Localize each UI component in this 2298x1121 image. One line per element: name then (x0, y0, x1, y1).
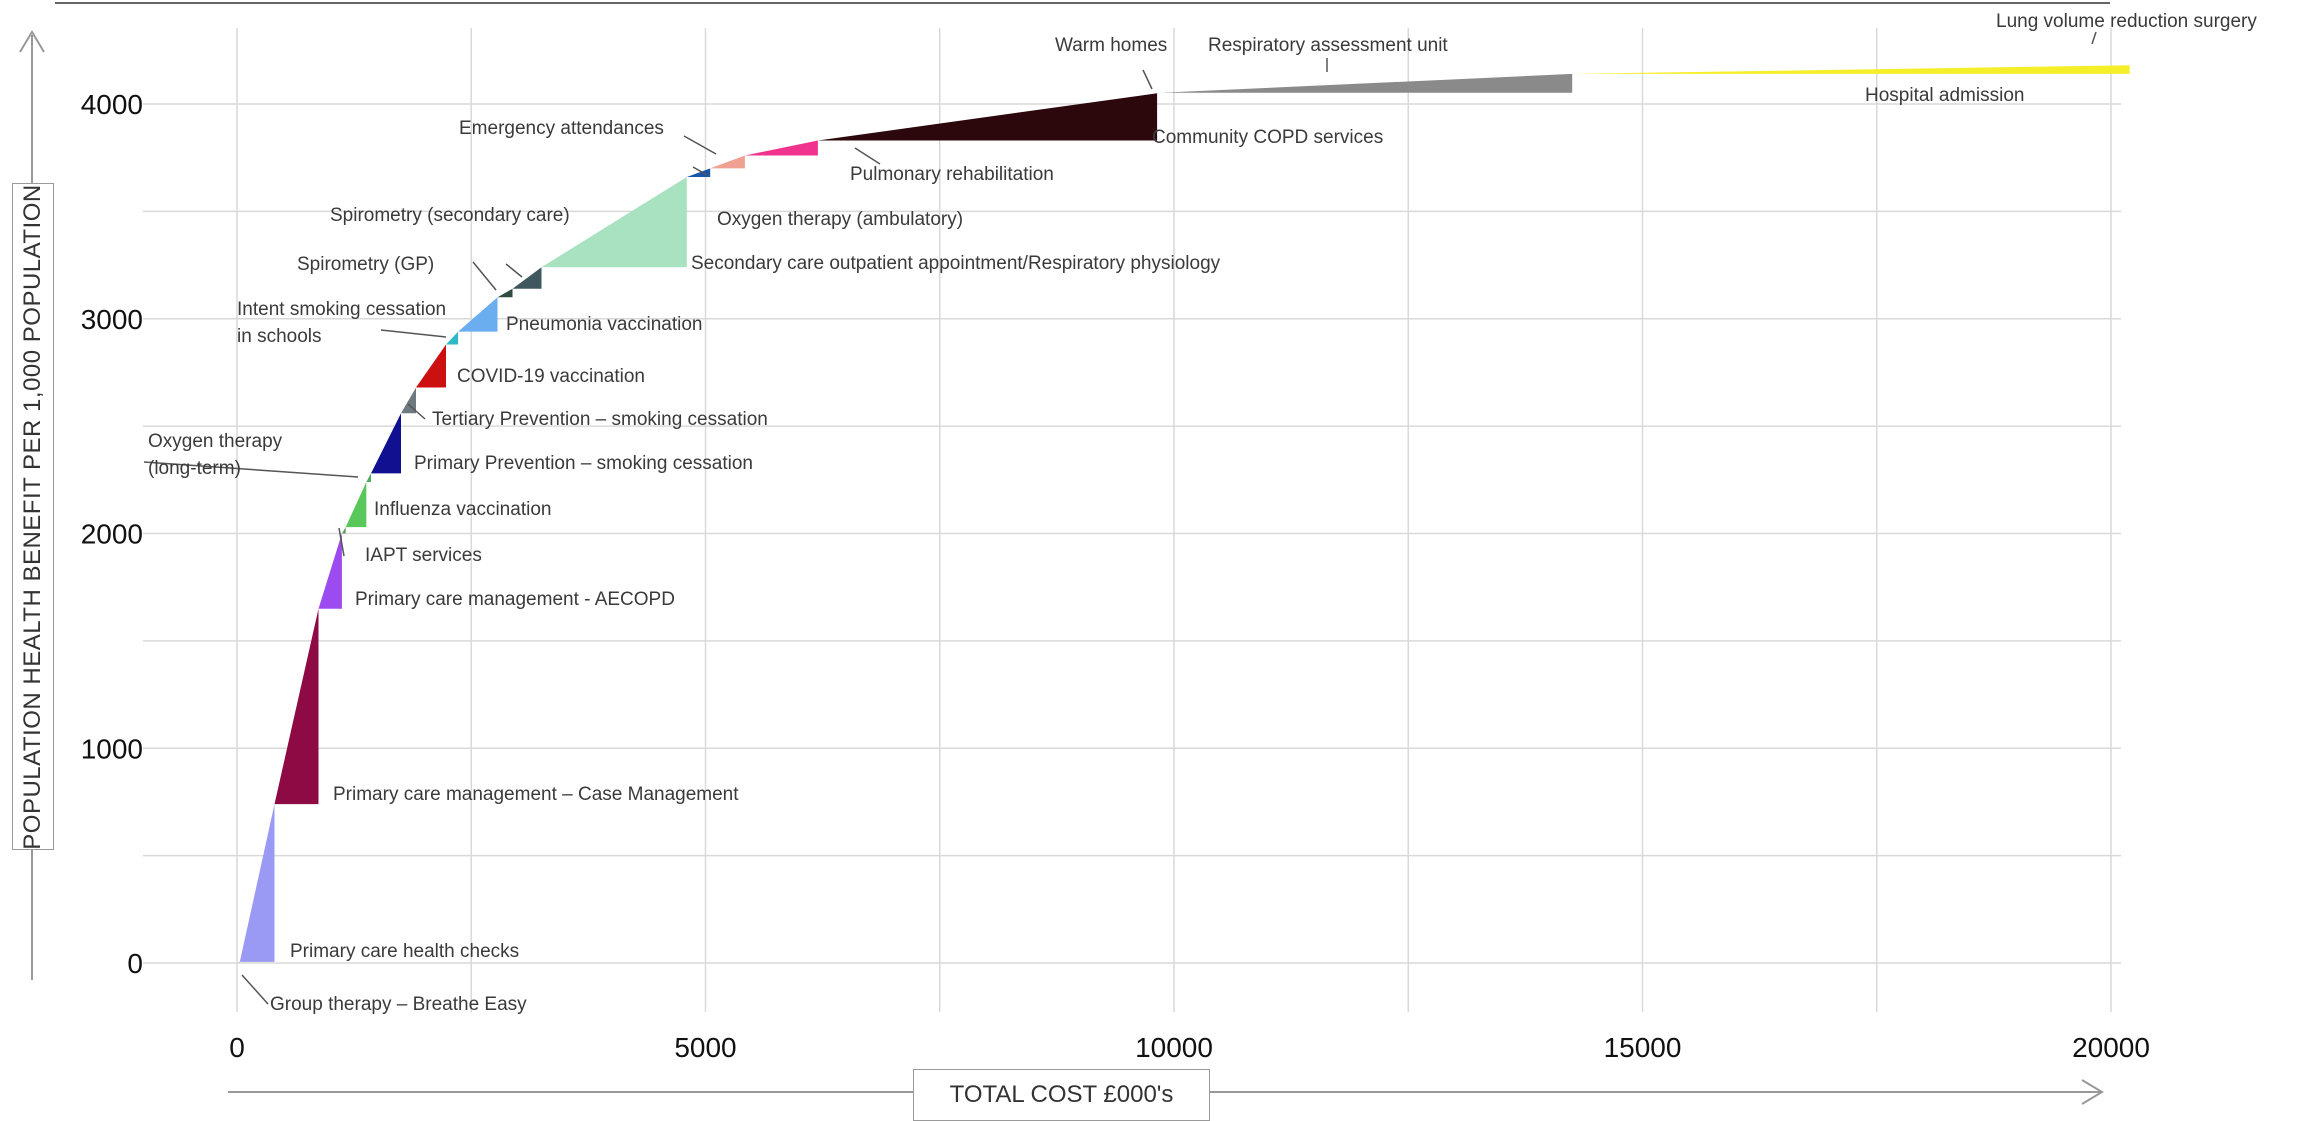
leader-line (380, 329, 447, 338)
area-segment-primary-prevention-smoking-cessation: Primary Prevention – smoking cessation (371, 413, 401, 474)
y-tick-label: 1000 (81, 733, 143, 764)
area-segment-oxygen-therapy-long-term: Oxygen therapy (long-term) (366, 473, 371, 482)
tick-labels: 0 5000 10000 15000 20000 0 1000 2000 3000 4000 (81, 89, 2150, 1063)
area-segment-spirometry-gp: Spirometry (GP) (497, 288, 513, 298)
area-segment-primary-care-management-aecopd: Primary care management - AECOPD (318, 533, 342, 609)
area-segment-spirometry-secondary-care: Spirometry (secondary care) (512, 267, 542, 289)
label-oxygen-longterm-2: (long-term) (148, 458, 241, 479)
grid (143, 28, 2121, 1012)
label-oxygen-ambulatory: Oxygen therapy (ambulatory) (717, 209, 963, 230)
label-iapt: IAPT services (365, 545, 482, 566)
label-pneumonia: Pneumonia vaccination (506, 314, 702, 335)
label-case-management: Primary care management – Case Managemen… (333, 784, 739, 805)
label-pulmonary-rehab: Pulmonary rehabilitation (850, 164, 1054, 185)
label-community: Community COPD services (1152, 127, 1383, 148)
label-hospital: Hospital admission (1865, 85, 2024, 106)
label-rau: Respiratory assessment unit (1208, 35, 1448, 56)
y-axis-label-box: POPULATION HEALTH BENEFIT PER 1,000 POPU… (12, 183, 54, 850)
area-segment-secondary-care-outpatient-appointment-respiratory-physiology: Secondary care outpatient appointment/Re… (541, 177, 687, 268)
label-lvrs: Lung volume reduction surgery (1996, 11, 2257, 32)
leader-line (505, 263, 523, 278)
label-emergency: Emergency attendances (459, 118, 664, 139)
x-tick-label: 10000 (1135, 1032, 1213, 1063)
area-segment-primary-care-management-case-management: Primary care management – Case Managemen… (274, 608, 319, 805)
area-segment-group-therapy-breathe-easy: Group therapy – Breathe Easy (237, 961, 240, 963)
label-oxygen-longterm-1: Oxygen therapy (148, 431, 283, 452)
label-influenza: Influenza vaccination (374, 499, 551, 520)
leader-line (338, 527, 345, 557)
label-group-therapy: Group therapy – Breathe Easy (270, 994, 527, 1015)
leader-line (472, 261, 497, 291)
area-segment-pneumonia-vaccination: Pneumonia vaccination (458, 297, 498, 332)
label-intent-2: in schools (237, 326, 322, 347)
area-segment-iapt-services: IAPT services (341, 527, 346, 534)
leader-line (241, 974, 269, 1005)
x-axis-label-box: TOTAL COST £000's (913, 1069, 1210, 1121)
area-segment-pulmonary-rehabilitation: Pulmonary rehabilitation (744, 140, 818, 156)
area-segment-primary-care-health-checks: Primary care health checks (239, 804, 275, 962)
x-axis-label: TOTAL COST £000's (949, 1081, 1174, 1108)
area-segment-intent-smoking-cessation-in-schools: Intent smoking cessation in schools (446, 331, 459, 345)
leader-line (683, 135, 717, 155)
leader-line (854, 147, 881, 165)
y-tick-label: 3000 (81, 304, 143, 335)
leader-line (407, 403, 426, 420)
label-tertiary-prevention: Tertiary Prevention – smoking cessation (432, 409, 768, 430)
leader-line (2091, 31, 2097, 45)
x-axis-arrowhead (2081, 1079, 2104, 1105)
leader-lines (143, 31, 2097, 1005)
area-segment-influenza-vaccination: Influenza vaccination (345, 482, 367, 528)
y-tick-label: 4000 (81, 89, 143, 120)
area-segment-covid-19-vaccination: COVID-19 vaccination (416, 344, 446, 388)
label-covid: COVID-19 vaccination (457, 366, 645, 387)
y-axis-arrowhead (19, 30, 45, 53)
label-primary-prevention: Primary Prevention – smoking cessation (414, 453, 753, 474)
leader-line (143, 461, 359, 478)
label-intent-1: Intent smoking cessation (237, 299, 446, 320)
leader-line (692, 166, 708, 176)
label-secondary-care: Secondary care outpatient appointment/Re… (691, 253, 1221, 274)
label-spirometry-sc: Spirometry (secondary care) (330, 205, 570, 226)
label-health-checks: Primary care health checks (290, 941, 519, 962)
area-segment-oxygen-therapy-ambulatory: Oxygen therapy (ambulatory) (686, 168, 711, 177)
x-tick-label: 20000 (2072, 1032, 2150, 1063)
area-segment-community-copd-services: Community COPD services (817, 93, 1158, 141)
x-tick-label: 5000 (674, 1032, 736, 1063)
area-segment-respiratory-assessment-unit: Respiratory assessment unit (1160, 73, 1573, 93)
y-axis-label: POPULATION HEALTH BENEFIT PER 1,000 POPU… (19, 183, 46, 850)
area-segment-emergency-attendances: Emergency attendances (710, 155, 745, 169)
y-tick-label: 2000 (81, 519, 143, 550)
label-aecopd: Primary care management - AECOPD (355, 589, 675, 610)
x-tick-label: 15000 (1604, 1032, 1682, 1063)
label-spirometry-gp: Spirometry (GP) (297, 254, 434, 275)
label-warm-homes: Warm homes (1055, 35, 1167, 56)
y-tick-label: 0 (127, 948, 143, 979)
x-tick-label: 0 (229, 1032, 245, 1063)
leader-line (1142, 69, 1153, 90)
area-segment-warm-homes: Warm homes (1157, 92, 1161, 94)
area-segment-hospital-admission: Hospital admission (1572, 65, 2130, 74)
annotations: Group therapy – Breathe Easy Primary car… (148, 11, 2257, 1015)
